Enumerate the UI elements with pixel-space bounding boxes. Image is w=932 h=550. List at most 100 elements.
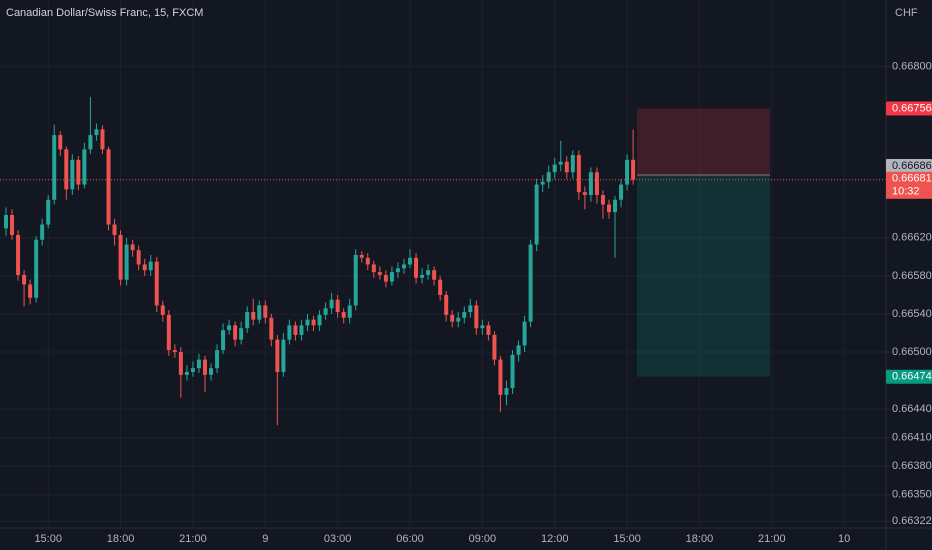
candle-body bbox=[136, 250, 141, 265]
candle-body bbox=[221, 330, 226, 351]
candle-body bbox=[70, 159, 75, 190]
candle-body bbox=[432, 270, 437, 280]
candle-body bbox=[353, 254, 358, 306]
x-tick-label: 15:00 bbox=[34, 533, 62, 545]
candle-body bbox=[22, 274, 27, 285]
candle-body bbox=[184, 371, 189, 375]
candle-body bbox=[462, 312, 467, 318]
candles bbox=[0, 97, 886, 426]
candle-body bbox=[516, 345, 521, 355]
candle-body bbox=[341, 312, 346, 318]
y-tick-label: 0.66580 bbox=[892, 270, 932, 282]
candle-body bbox=[492, 334, 497, 360]
candle-body bbox=[522, 321, 527, 346]
current-price-label: 0.66681 bbox=[892, 173, 932, 185]
candle-body bbox=[305, 319, 310, 326]
candle-body bbox=[94, 129, 99, 136]
candle-body bbox=[359, 254, 364, 258]
candle-body bbox=[468, 305, 473, 313]
candle-body bbox=[52, 135, 57, 200]
candle-body bbox=[118, 234, 123, 280]
target-zone bbox=[637, 175, 770, 377]
candle-body bbox=[154, 261, 159, 306]
candle-body bbox=[311, 319, 316, 326]
y-tick-label: 0.66350 bbox=[892, 489, 932, 501]
candle-body bbox=[40, 224, 45, 240]
position-tool[interactable] bbox=[637, 108, 770, 377]
candle-body bbox=[498, 359, 503, 395]
candle-body bbox=[112, 224, 117, 235]
candle-body bbox=[251, 312, 256, 320]
stop-label: 0.66756 bbox=[892, 102, 932, 114]
candle-body bbox=[239, 328, 244, 340]
candle-body bbox=[408, 257, 413, 265]
candle-body bbox=[486, 325, 491, 335]
candle-body bbox=[16, 234, 21, 275]
candle-body bbox=[257, 305, 262, 320]
candle-body bbox=[209, 368, 214, 375]
x-tick-label: 15:00 bbox=[613, 533, 641, 545]
grid bbox=[0, 0, 886, 528]
candle-body bbox=[202, 359, 207, 375]
x-tick-label: 03:00 bbox=[324, 533, 352, 545]
candle-body bbox=[46, 199, 51, 225]
candle-body bbox=[438, 279, 443, 295]
candle-body bbox=[625, 159, 630, 185]
candle-body bbox=[34, 239, 39, 298]
candle-body bbox=[245, 312, 250, 329]
candle-body bbox=[178, 352, 183, 375]
candle-body bbox=[588, 172, 593, 196]
candle-body bbox=[275, 339, 280, 372]
chart-title: Canadian Dollar/Swiss Franc, 15, FXCM bbox=[6, 7, 203, 19]
candle-body bbox=[600, 195, 605, 205]
x-tick-label: 12:00 bbox=[541, 533, 569, 545]
candle-body bbox=[558, 161, 563, 165]
candle-body bbox=[395, 268, 400, 273]
candle-body bbox=[540, 181, 545, 185]
candle-body bbox=[88, 135, 93, 150]
y-tick-label: 0.66410 bbox=[892, 432, 932, 444]
y-tick-label: 0.66540 bbox=[892, 308, 932, 320]
candle-body bbox=[76, 159, 81, 185]
candle-body bbox=[263, 305, 268, 318]
candle-body bbox=[426, 270, 431, 275]
candle-body bbox=[233, 325, 238, 340]
y-tick-label: 0.66620 bbox=[892, 232, 932, 244]
candle-body bbox=[124, 244, 129, 280]
candle-body bbox=[552, 164, 557, 173]
price-labels: 0.66800 0.66620 0.66580 0.66540 0.66500 0.664… bbox=[34, 61, 932, 545]
candle-body bbox=[456, 317, 461, 322]
y-tick-label: 0.66440 bbox=[892, 403, 932, 415]
candle-body bbox=[450, 314, 455, 322]
x-tick-label: 21:00 bbox=[179, 533, 207, 545]
candle-body bbox=[160, 305, 165, 315]
candle-body bbox=[172, 350, 177, 352]
candle-body bbox=[613, 199, 618, 213]
candle-body bbox=[444, 294, 449, 315]
entry-label-box bbox=[886, 159, 932, 174]
stop-zone bbox=[637, 108, 770, 176]
candle-body bbox=[82, 149, 87, 185]
candle-body bbox=[371, 264, 376, 273]
y-tick-label: 0.66380 bbox=[892, 460, 932, 472]
candle-body bbox=[365, 257, 370, 265]
candle-body bbox=[546, 172, 551, 182]
candle-body bbox=[190, 368, 195, 372]
candle-body bbox=[504, 388, 509, 395]
candle-body bbox=[619, 184, 624, 200]
candle-body bbox=[130, 244, 135, 251]
candle-body bbox=[166, 314, 171, 351]
y-tick-label: 0.66800 bbox=[892, 61, 932, 73]
candle-body bbox=[401, 264, 406, 269]
candle-body bbox=[317, 314, 322, 326]
x-tick-label: 09:00 bbox=[469, 533, 497, 545]
candle-body bbox=[582, 192, 587, 196]
candle-body bbox=[534, 184, 539, 245]
candle-body bbox=[607, 204, 611, 213]
candle-body bbox=[564, 161, 569, 173]
candle-body bbox=[281, 339, 286, 372]
candle-body bbox=[58, 135, 63, 150]
candle-body bbox=[480, 325, 485, 329]
x-tick-label: 18:00 bbox=[107, 533, 135, 545]
